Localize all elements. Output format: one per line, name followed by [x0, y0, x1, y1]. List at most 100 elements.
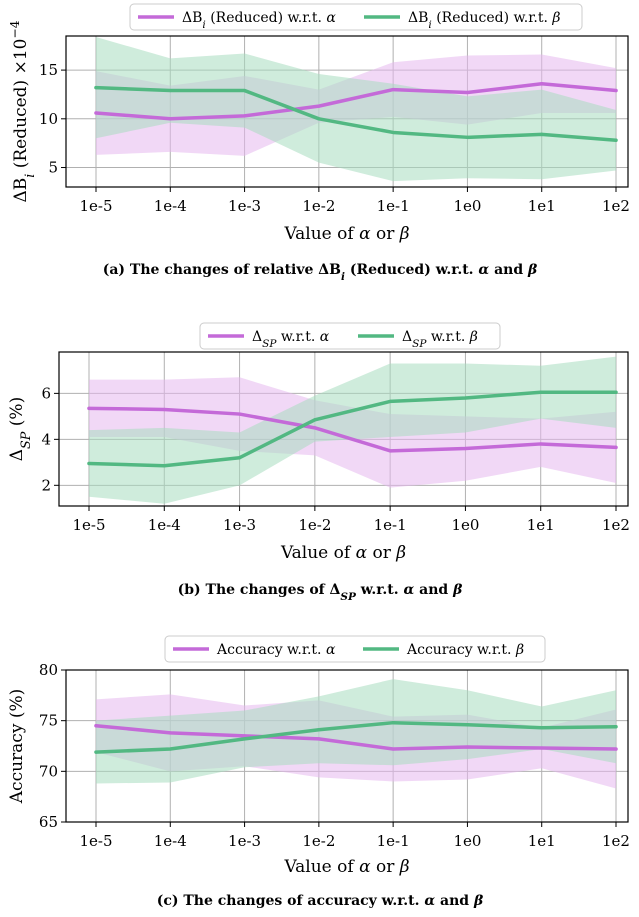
- data-point-beta-1e-3: [242, 88, 247, 93]
- data-point-beta-1e-3: [237, 456, 242, 460]
- data-point-beta-1e0: [465, 723, 470, 727]
- plot-frame: [58, 351, 629, 507]
- data-point-alpha-1e-4: [168, 731, 172, 735]
- plot-frame: [65, 35, 629, 188]
- x-tick-label-1e-5: 1e-5: [72, 516, 105, 534]
- y-tick-label-6: 6: [41, 384, 51, 402]
- data-point-alpha-1e-5: [94, 724, 98, 728]
- data-point-beta-1e-1: [391, 721, 395, 725]
- series-line-alpha: [87, 406, 618, 453]
- x-tick-label-1e2: 1e2: [602, 197, 630, 215]
- x-tick-label-1e1: 1e1: [528, 197, 556, 215]
- confidence-band-beta: [96, 679, 616, 784]
- data-point-alpha-1e-3: [242, 114, 247, 118]
- data-point-alpha-1e0: [465, 745, 470, 749]
- y-tick-label-15: 15: [39, 61, 58, 79]
- data-point-alpha-1e2: [614, 88, 618, 93]
- chart-panel-3: 1e-5 1e-4 1e-3 1e-2 1e-1 1e0 1e1 1e2 65 70 75 80 Val…: [7, 635, 630, 909]
- figure-caption: (c) The changes of accuracy w.r.t. α and…: [157, 893, 484, 909]
- legend-label-beta: Accuracy w.r.t. β: [406, 642, 524, 658]
- x-tick-label-1e-3: 1e-3: [228, 197, 261, 215]
- x-axis-label: Value of α or β: [283, 224, 409, 244]
- y-tick-label-10: 10: [39, 110, 58, 128]
- x-tick-label-1e-2: 1e-2: [302, 832, 335, 850]
- data-point-alpha-1e1: [540, 746, 544, 750]
- y-tick-label-5: 5: [48, 159, 58, 177]
- data-point-beta-1e-4: [168, 88, 172, 93]
- data-point-beta-1e-5: [87, 461, 91, 466]
- data-point-alpha-1e0: [463, 446, 468, 451]
- y-axis-label: ΔSP (%): [7, 397, 34, 461]
- legend-label-beta: ΔBi (Reduced) w.r.t. β: [408, 10, 560, 31]
- x-tick-label-1e2: 1e2: [602, 516, 630, 534]
- data-point-alpha-1e2: [614, 445, 618, 449]
- y-axis-label: Accuracy (%): [7, 689, 27, 804]
- y-tick-label-65: 65: [39, 813, 58, 831]
- x-tick-label-1e-4: 1e-4: [154, 197, 187, 215]
- confidence-band-beta: [96, 36, 616, 182]
- y-tick-label-70: 70: [39, 762, 58, 780]
- legend: ΔBi (Reduced) w.r.t. α ΔBi (Reduced) w.r.…: [129, 3, 583, 31]
- x-tick-label-1e-1: 1e-1: [377, 832, 410, 850]
- legend: Accuracy w.r.t. α Accuracy w.r.t. β: [164, 635, 546, 663]
- legend-label-beta: ΔSP w.r.t. β: [402, 329, 478, 350]
- x-tick-label-1e-1: 1e-1: [374, 516, 407, 534]
- x-tick-label-1e-3: 1e-3: [228, 832, 261, 850]
- data-point-alpha-1e-2: [313, 426, 317, 430]
- x-tick-label-1e2: 1e2: [602, 832, 630, 850]
- x-axis-label: Value of α or β: [280, 543, 406, 563]
- data-point-beta-1e1: [540, 726, 544, 730]
- confidence-band-beta: [89, 356, 616, 504]
- data-point-beta-1e0: [465, 135, 470, 139]
- data-point-beta-1e-1: [391, 130, 395, 135]
- legend-box: [164, 635, 546, 663]
- data-point-alpha-1e0: [465, 90, 470, 95]
- data-point-alpha-1e-4: [162, 407, 166, 412]
- x-axis-label: Value of α or β: [283, 857, 409, 877]
- data-point-alpha-1e-2: [317, 737, 321, 741]
- data-point-beta-1e2: [614, 390, 618, 394]
- x-tick-label-1e-3: 1e-3: [223, 516, 256, 534]
- data-point-alpha-1e-5: [94, 111, 98, 115]
- figure-caption: (a) The changes of relative ΔBi (Reduced…: [103, 262, 538, 283]
- data-point-beta-1e-2: [313, 418, 317, 422]
- legend-label-alpha: Accuracy w.r.t. α: [216, 642, 336, 658]
- series-line-alpha: [94, 723, 618, 751]
- data-point-alpha-1e1: [540, 82, 544, 86]
- data-point-beta-1e2: [614, 725, 618, 729]
- series-line-beta: [87, 390, 618, 468]
- series-line-beta: [94, 85, 618, 142]
- x-tick-label-1e-1: 1e-1: [377, 197, 410, 215]
- data-point-alpha-1e-1: [391, 87, 395, 92]
- data-point-alpha-1e2: [614, 747, 618, 751]
- x-tick-label-1e-4: 1e-4: [148, 516, 181, 534]
- series-line-beta: [94, 720, 618, 754]
- series-line-alpha: [94, 81, 618, 121]
- legend-box: [129, 3, 583, 31]
- data-point-alpha-1e-4: [168, 117, 172, 121]
- data-point-beta-1e-5: [94, 86, 98, 90]
- chart-panel-2: 1e-5 1e-4 1e-3 1e-2 1e-1 1e0 1e1 1e2 2 4 6 Value of…: [7, 322, 630, 603]
- y-tick-label-2: 2: [41, 476, 51, 494]
- data-point-alpha-1e1: [539, 442, 543, 446]
- data-point-alpha-1e-3: [242, 734, 247, 738]
- plot-frame: [65, 669, 629, 823]
- x-tick-label-1e-2: 1e-2: [298, 516, 331, 534]
- x-tick-label-1e-5: 1e-5: [79, 832, 112, 850]
- data-point-alpha-1e-2: [317, 104, 321, 108]
- legend-label-alpha: ΔBi (Reduced) w.r.t. α: [182, 10, 336, 31]
- data-point-beta-1e0: [463, 396, 468, 400]
- data-point-beta-1e1: [540, 132, 544, 136]
- y-tick-label-4: 4: [41, 430, 51, 448]
- x-tick-label-1e0: 1e0: [453, 197, 481, 215]
- chart-panel-1: 1e-5 1e-4 1e-3 1e-2 1e-1 1e0 1e1 1e2 5 10 15 Value …: [8, 3, 630, 283]
- data-point-beta-1e-5: [94, 750, 98, 754]
- data-point-beta-1e-4: [168, 747, 172, 751]
- y-tick-label-75: 75: [39, 712, 58, 730]
- data-point-beta-1e-3: [242, 737, 247, 741]
- legend-box: [199, 322, 501, 350]
- x-tick-label-1e0: 1e0: [451, 516, 479, 534]
- data-point-beta-1e-2: [317, 117, 321, 121]
- legend-label-alpha: ΔSP w.r.t. α: [252, 329, 330, 350]
